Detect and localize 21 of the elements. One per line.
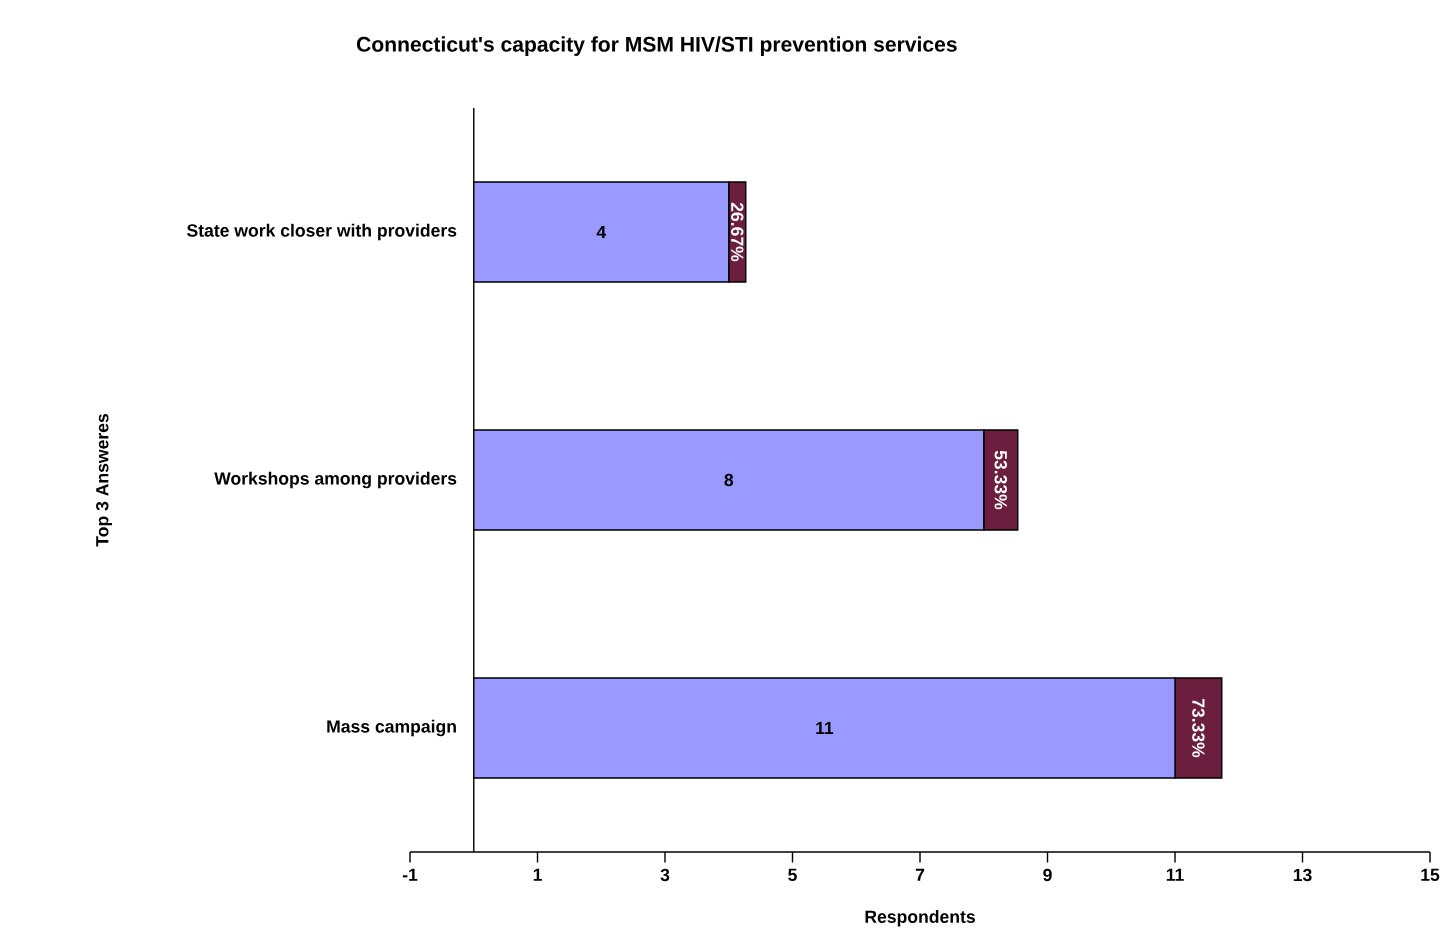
x-tick-label: 1 — [533, 868, 542, 881]
x-tick-label: -1 — [402, 868, 418, 881]
x-tick-label: 13 — [1293, 868, 1312, 882]
x-tick-label: 9 — [1043, 868, 1052, 882]
x-tick-label: 15 — [1421, 868, 1440, 882]
y-axis-title: Top 3 Answeres — [96, 413, 112, 547]
x-tick-label: 7 — [915, 868, 925, 881]
data-label: 73.33% — [1192, 698, 1205, 758]
y-tick-label: State work closer with providers — [186, 223, 457, 241]
y-tick-label: Workshops among providers — [214, 471, 457, 489]
x-tick-label: 11 — [1166, 868, 1184, 881]
x-tick-label: 3 — [660, 868, 670, 882]
data-label: 8 — [724, 473, 734, 487]
data-label: 4 — [596, 225, 607, 239]
chart-title: Connecticut's capacity for MSM HIV/STI prevention services — [356, 36, 957, 56]
data-label: 53.33% — [994, 450, 1007, 510]
data-label: 11 — [816, 721, 834, 735]
y-tick-label: Mass campaign — [327, 719, 456, 737]
data-label: 26.67% — [731, 202, 744, 262]
x-tick-label: 5 — [788, 868, 797, 882]
x-axis-title: Respondents — [865, 910, 975, 927]
